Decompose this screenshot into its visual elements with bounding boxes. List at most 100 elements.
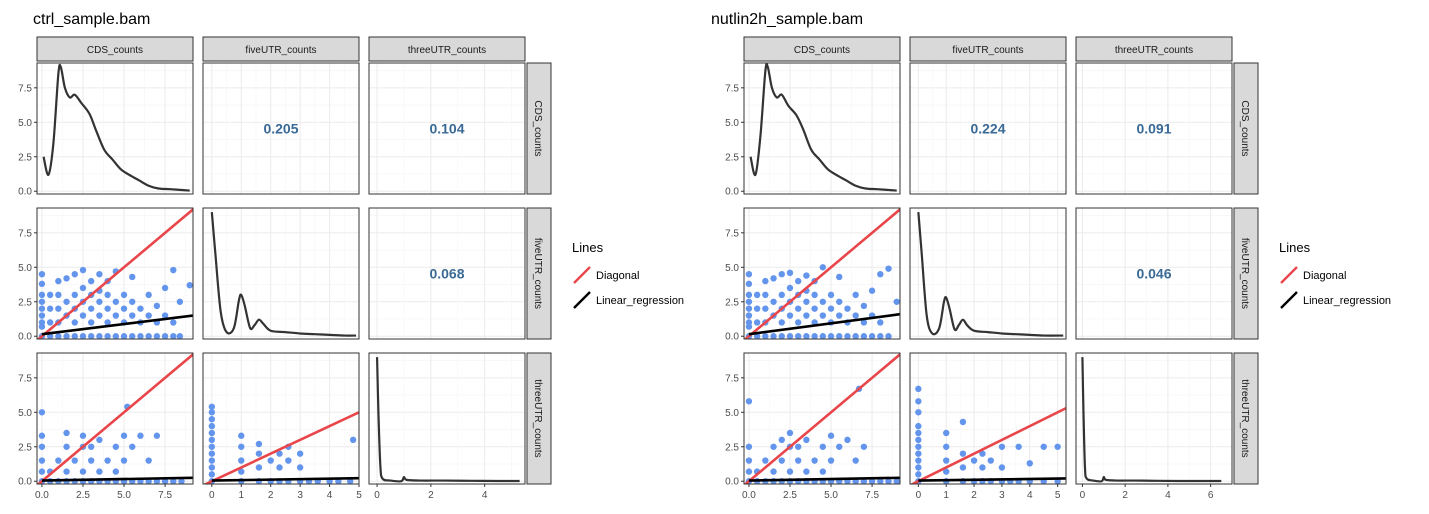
x-tick-label: 5.0 [117, 490, 131, 501]
legend-key [573, 291, 591, 309]
scatter-point [55, 333, 62, 339]
y-tick-label: 0.0 [725, 332, 739, 343]
column-strip [368, 36, 526, 62]
scatter-point [145, 457, 152, 464]
y-tick-label: 2.5 [18, 297, 32, 308]
x-tick-label: 4 [1165, 490, 1171, 501]
scatter-point [63, 333, 70, 339]
scatter-point [63, 443, 70, 450]
scatter-point [208, 429, 216, 437]
scatter-point [745, 270, 753, 278]
scatter-point [762, 457, 769, 464]
scatter-point [104, 319, 111, 326]
scatter-point [893, 298, 900, 305]
scatter-point [786, 284, 794, 292]
scatter-point [137, 432, 144, 439]
row-strip-label: threeUTR_counts [1239, 379, 1250, 457]
scatter-point [104, 457, 111, 464]
panel-r0-c2: 0.091 [1075, 62, 1233, 195]
x-tick-label: 3 [297, 490, 303, 501]
scatter-point [238, 443, 245, 450]
scatter-point [112, 312, 120, 319]
scatter-point [915, 429, 922, 437]
y-tick-label: 5.0 [725, 118, 739, 129]
scatter-point [63, 429, 70, 437]
scatter-point [208, 464, 216, 471]
scatter-point [979, 464, 986, 471]
scatter-point [79, 468, 87, 475]
scatter-point [38, 443, 46, 450]
scatter-point [762, 333, 769, 339]
scatter-point [803, 436, 810, 444]
panel-r2-c1: 0 1 2 3 4 5 [909, 352, 1067, 501]
scatter-point [63, 468, 70, 475]
density-curve [749, 63, 897, 192]
scatter-point [71, 270, 78, 278]
scatter-point [38, 291, 46, 299]
column-strip [36, 36, 194, 62]
scatter-point [112, 333, 120, 339]
scatter-point [877, 333, 884, 339]
scatter-point [762, 277, 769, 285]
scatter-point [161, 284, 169, 292]
scatter-point [38, 312, 46, 319]
x-tick-label: 2.5 [783, 490, 797, 501]
scatter-point [137, 305, 144, 312]
scatter-point [79, 432, 87, 439]
scatter-point [745, 298, 753, 305]
scatter-point [877, 478, 884, 484]
scatter-point [63, 275, 70, 282]
scatter-point [979, 450, 986, 457]
scatter-point [836, 273, 843, 281]
scatter-point [998, 464, 1006, 471]
y-tick-label: 7.5 [18, 228, 32, 239]
scatter-point [161, 333, 169, 339]
scatter-point [161, 312, 169, 319]
scatter-point [762, 305, 769, 312]
scatter-point [96, 312, 103, 319]
legend-label: Diagonal [1303, 270, 1346, 282]
scatter-point [885, 333, 892, 339]
scatter-point [1026, 460, 1033, 467]
density-curve [375, 357, 520, 483]
scatter-point [79, 312, 87, 319]
scatter-point [770, 468, 777, 475]
scatter-point [238, 468, 245, 475]
scatter-point [915, 464, 922, 471]
row-strip-label: threeUTR_counts [532, 379, 543, 457]
row-strip-label: fiveUTR_counts [1239, 238, 1250, 309]
scatter-point [819, 443, 827, 450]
scatter-point [745, 305, 753, 312]
legend-title: Lines [1279, 240, 1311, 255]
scatter-point [120, 291, 128, 299]
scatter-point [55, 305, 62, 312]
panel-r2-c2: 0 2 4 [368, 352, 526, 501]
density-curve [1081, 357, 1222, 483]
y-tick-label: 0.0 [18, 187, 32, 198]
scatter-point [38, 270, 46, 278]
scatter-point [770, 443, 777, 450]
scatter-point [762, 291, 769, 299]
scatter-point [71, 291, 78, 299]
scatter-point [145, 333, 152, 339]
scatter-point [87, 305, 95, 312]
scatter-point [208, 471, 216, 478]
legend-label: Linear_regression [596, 295, 684, 307]
y-tick-label: 0.0 [725, 187, 739, 198]
scatter-point [745, 398, 753, 405]
column-strip-label: fiveUTR_counts [245, 45, 316, 56]
scatter-point [844, 333, 851, 339]
x-tick-label: 0 [209, 490, 215, 501]
panel-r0-c1: 0.224 [909, 62, 1067, 195]
x-tick-label: 4 [327, 490, 333, 501]
scatter-point [1040, 443, 1047, 450]
scatter-point [860, 319, 868, 326]
scatter-point [753, 305, 761, 312]
x-tick-label: 6 [1208, 490, 1214, 501]
scatter-point [852, 312, 859, 319]
scatter-point [803, 333, 810, 339]
scatter-point [794, 457, 802, 464]
y-tick-label: 7.5 [725, 373, 739, 384]
scatter-point [38, 409, 46, 416]
